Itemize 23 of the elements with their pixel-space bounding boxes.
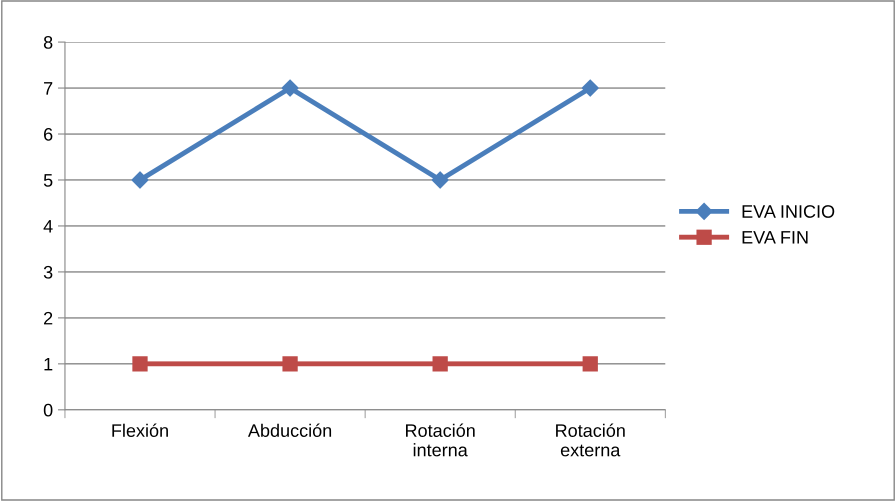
point [282, 80, 299, 97]
y-tick-label: 3 [44, 266, 52, 279]
point [582, 80, 599, 97]
legend-label: EVA FIN [742, 231, 808, 244]
y-tick-label: 5 [44, 174, 52, 187]
x-tick-label: Rotación interna [406, 423, 475, 456]
x-tick-label: Flexión [112, 423, 168, 437]
y-tick-label: 1 [44, 358, 52, 370]
y-tick-label: 0 [44, 404, 52, 417]
point [131, 171, 149, 189]
point [132, 356, 148, 372]
y-tick-label: 8 [44, 36, 52, 49]
point [432, 171, 449, 189]
x-tick-label: Rotación externa [556, 423, 625, 456]
x-tick-label: Abducción [248, 423, 332, 437]
legend-label: EVA INICIO [742, 205, 834, 218]
point [582, 356, 598, 372]
y-tick-label: 6 [44, 128, 52, 141]
y-tick-label: 2 [44, 312, 52, 324]
point [432, 356, 448, 372]
y-tick-label: 7 [44, 82, 52, 95]
point [282, 356, 298, 372]
y-tick-label: 4 [44, 220, 53, 232]
